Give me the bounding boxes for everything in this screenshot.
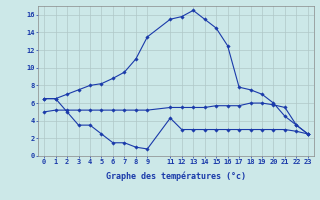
X-axis label: Graphe des températures (°c): Graphe des températures (°c) (106, 171, 246, 181)
